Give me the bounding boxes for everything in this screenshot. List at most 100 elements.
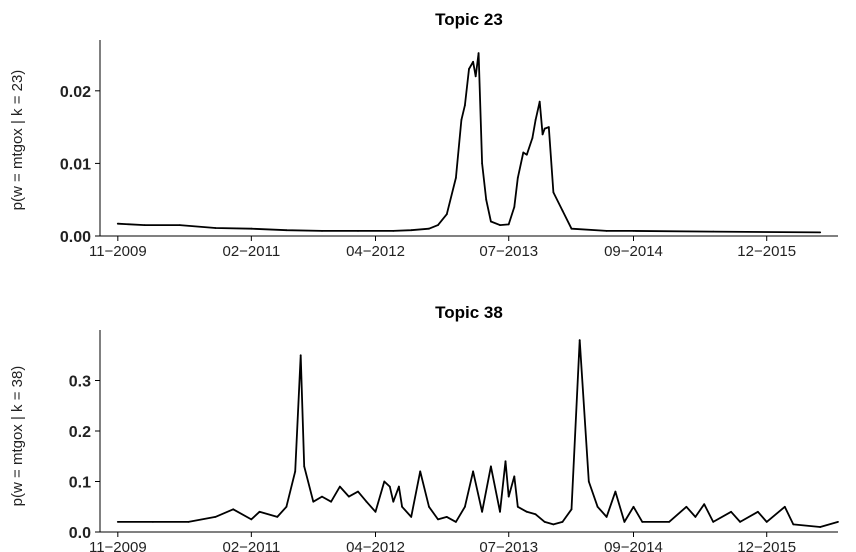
data-point	[507, 495, 510, 498]
data-point	[472, 470, 474, 473]
data-point	[285, 229, 288, 232]
data-point	[477, 52, 480, 54]
data-point	[605, 230, 608, 232]
data-point	[561, 521, 564, 523]
data-point	[614, 490, 617, 493]
data-point	[312, 500, 315, 503]
data-point	[531, 137, 534, 139]
data-point	[330, 500, 332, 503]
panel-topic-23: Topic 23 p(w = mtgox | k = 23) 0.00 0.01 0…	[9, 10, 838, 260]
x-tick-label: 12−2015	[737, 539, 796, 552]
x-tick-label: 09−2014	[604, 243, 663, 260]
data-point	[543, 521, 546, 523]
data-point	[464, 104, 466, 107]
data-point	[490, 465, 492, 468]
data-point	[276, 516, 279, 518]
data-point	[837, 521, 839, 523]
data-point	[570, 508, 573, 511]
data-point	[685, 505, 688, 508]
data-point	[490, 220, 492, 223]
data-point	[339, 485, 341, 488]
data-point	[513, 206, 516, 208]
data-point	[516, 505, 519, 508]
x-tick-label: 11−2009	[89, 243, 147, 260]
data-point	[299, 354, 302, 357]
data-point	[464, 505, 466, 508]
data-point	[383, 480, 386, 483]
data-point	[570, 227, 573, 230]
data-point	[587, 480, 590, 483]
data-point	[525, 510, 528, 513]
data-point	[534, 119, 537, 121]
data-point	[730, 510, 732, 513]
data-point	[641, 521, 644, 523]
data-point	[712, 521, 715, 523]
data-point	[538, 100, 541, 103]
data-point	[445, 516, 448, 518]
data-point	[605, 516, 608, 518]
data-point	[437, 224, 439, 227]
data-point	[392, 500, 395, 503]
data-point	[541, 133, 544, 136]
chart-title: Topic 23	[435, 10, 503, 29]
data-point	[116, 521, 119, 523]
data-point	[783, 505, 786, 508]
data-point	[561, 209, 564, 212]
x-tick-label: 07−2013	[479, 243, 538, 260]
y-tick-label: 0.01	[60, 156, 91, 173]
data-point	[214, 227, 217, 229]
data-point	[428, 227, 430, 230]
x-tick-label: 07−2013	[479, 539, 538, 552]
data-point	[143, 224, 146, 227]
data-point	[543, 127, 546, 130]
data-point	[703, 503, 706, 506]
data-point	[374, 510, 377, 513]
data-point	[303, 465, 306, 468]
data-point	[499, 224, 501, 227]
data-point	[178, 224, 181, 227]
y-tick-label: 0.0	[69, 525, 91, 542]
data-point	[712, 230, 715, 233]
data-point	[757, 510, 759, 513]
chart-title: Topic 38	[435, 303, 503, 322]
data-point	[481, 162, 483, 165]
y-tick-label: 0.2	[69, 424, 91, 441]
y-axis-label: p(w = mtgox | k = 23)	[9, 70, 26, 211]
data-point	[632, 505, 635, 508]
data-point	[596, 505, 599, 508]
data-point	[232, 508, 235, 511]
data-point	[819, 231, 822, 234]
data-point	[468, 68, 470, 70]
data-point	[485, 198, 488, 201]
data-point	[472, 60, 474, 63]
data-point	[294, 470, 297, 473]
data-point	[392, 230, 395, 232]
data-point	[819, 526, 822, 528]
data-point	[410, 229, 413, 232]
x-tick-label: 12−2015	[737, 243, 796, 260]
data-point	[516, 177, 519, 179]
data-point	[455, 521, 457, 523]
x-tick-label: 09−2014	[604, 539, 663, 552]
x-tick-label: 04−2012	[346, 539, 405, 552]
data-point	[525, 153, 528, 156]
data-point	[455, 177, 457, 179]
data-point	[481, 510, 483, 513]
data-point	[258, 510, 261, 513]
y-axis-label: p(w = mtgox | k = 38)	[9, 366, 26, 507]
data-point	[116, 222, 119, 225]
x-tick-label: 02−2011	[222, 243, 280, 260]
x-tick-label: 11−2009	[89, 539, 147, 552]
data-point	[792, 523, 795, 526]
y-tick-label: 0.1	[69, 475, 91, 492]
data-point	[357, 490, 359, 493]
data-point	[357, 230, 359, 232]
data-point	[152, 521, 154, 523]
data-point	[547, 126, 550, 128]
data-point	[410, 516, 413, 518]
data-point	[445, 213, 448, 216]
data-point	[398, 485, 400, 488]
data-point	[401, 505, 403, 508]
data-point	[437, 518, 439, 521]
